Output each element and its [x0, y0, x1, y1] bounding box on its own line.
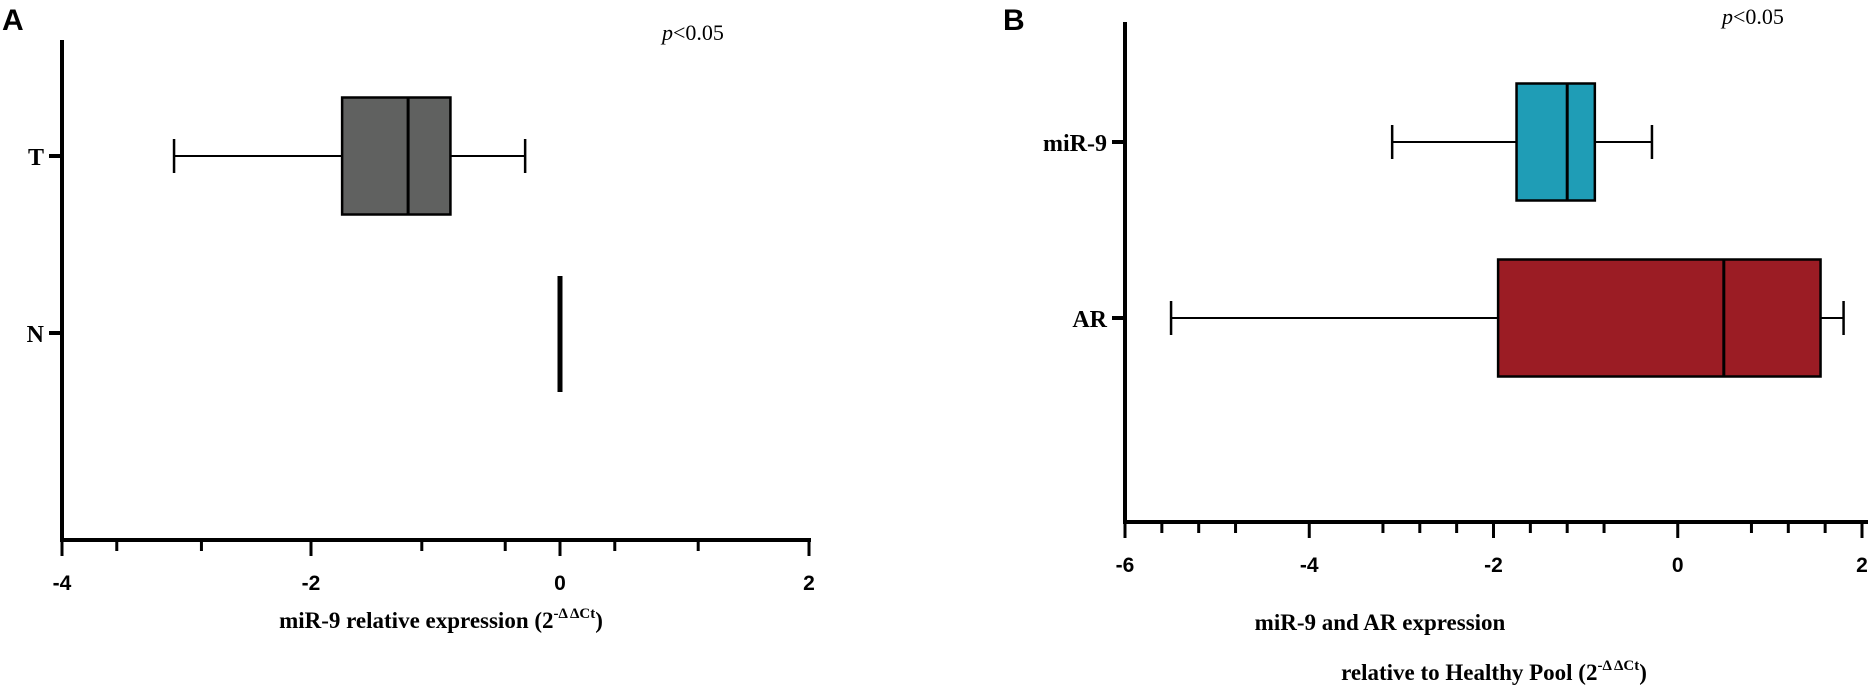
iqr-box	[340, 96, 452, 216]
panel-b-pvalue-rest: <0.05	[1733, 4, 1784, 29]
panel-b-x-tick-label: 0	[1672, 554, 1684, 577]
panel-b-box-mir-9	[1390, 82, 1654, 202]
panel-a: A p<0.05 -4 -2 0 2 T N miR-9 relative express…	[2, 4, 815, 633]
panel-b-label: B	[1003, 4, 1025, 37]
panel-b-pvalue-p: p	[1720, 4, 1733, 29]
panel-a-pvalue-rest: <0.05	[673, 20, 724, 45]
panel-b-x-tick-label: 2	[1856, 554, 1868, 577]
panel-a-xlabel-main: miR-9 relative expression (2	[279, 608, 553, 633]
panel-a-x-tick-label: 2	[803, 572, 815, 595]
panel-b-category-label: AR	[1072, 307, 1107, 333]
panel-a-x-tick-label: -2	[302, 572, 321, 595]
panel-b-xlabel-main: relative to Healthy Pool (2	[1341, 660, 1597, 685]
panel-b-box-ar	[1169, 258, 1845, 378]
panel-b: B p<0.05 -6 -4 -2 0 2 miR-9 AR miR-9 and AR ex…	[1003, 4, 1868, 685]
panel-b-xlabel-sup: -Δ ΔCt	[1597, 658, 1639, 674]
iqr-box	[1496, 258, 1822, 378]
panel-a-label: A	[2, 4, 24, 37]
panel-b-xlabel-line1: miR-9 and AR expression	[1255, 610, 1506, 635]
panel-b-category-label: miR-9	[1043, 131, 1107, 157]
panel-b-x-tick-label: -6	[1116, 554, 1135, 577]
panel-b-x-tick-label: -4	[1300, 554, 1319, 577]
panel-a-xlabel-sup: -Δ ΔCt	[554, 606, 596, 622]
panel-b-pvalue: p<0.05	[1720, 4, 1784, 29]
panel-b-x-tick-label: -2	[1484, 554, 1503, 577]
panel-a-xlabel-close: )	[595, 608, 603, 633]
panel-a-xlabel: miR-9 relative expression (2-Δ ΔCt)	[279, 606, 603, 633]
panel-a-x-tick-label: 0	[554, 572, 566, 595]
iqr-box	[1515, 82, 1597, 202]
panel-a-box-t	[172, 96, 527, 216]
panel-b-xlabel-close: )	[1639, 660, 1647, 685]
panel-a-category-label: T	[28, 145, 44, 171]
panel-b-xlabel-line2: relative to Healthy Pool (2-Δ ΔCt)	[1341, 658, 1647, 685]
panel-a-pvalue-p: p	[660, 20, 673, 45]
panel-a-pvalue: p<0.05	[660, 20, 724, 45]
panel-a-x-tick-label: -4	[53, 572, 72, 595]
panel-a-category-label: N	[27, 322, 45, 348]
